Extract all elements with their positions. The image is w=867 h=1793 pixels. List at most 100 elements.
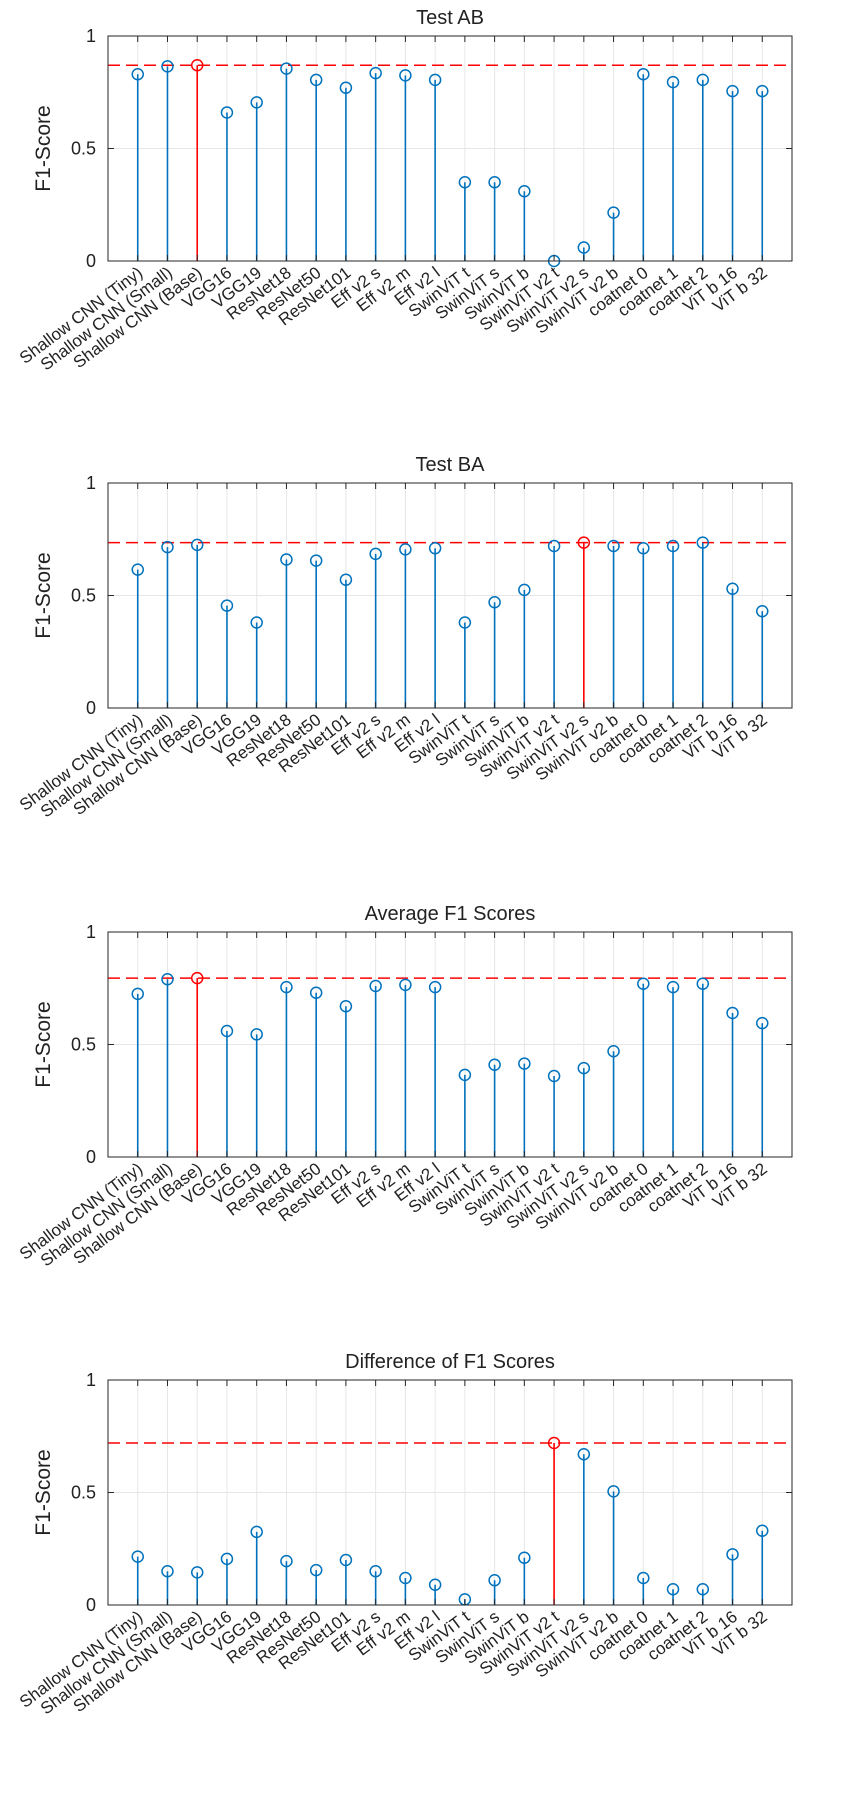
stem-marker [637,977,650,990]
stem-marker [666,539,680,553]
x-tick-label: Shallow CNN (Small) [37,1607,176,1718]
stem-marker [131,1550,144,1563]
chart-title: Test BA [416,454,486,476]
x-tick-label: Shallow CNN (Small) [37,1159,176,1270]
stem-marker [161,60,174,73]
stem-marker [696,1583,710,1596]
stem-marker [131,987,144,1001]
stem-marker [458,616,472,629]
stem-marker [428,542,442,555]
y-tick-label: 0.5 [71,586,96,606]
stem-marker [220,599,234,612]
y-tick-label: 0 [86,251,96,271]
stem-marker [488,1574,501,1587]
stem-marker [547,1069,561,1083]
stem-marker [607,206,620,219]
stem-marker [518,185,531,198]
stem-marker [518,583,531,597]
stem-marker [280,62,293,75]
stem-marker [280,980,293,994]
stem-marker [696,73,710,87]
stem-marker [488,1058,501,1071]
stem-marker [250,616,263,629]
stem-marker [428,1578,442,1591]
stem-marker [190,538,204,552]
stem-marker [220,1552,234,1566]
stem-marker [339,1553,353,1567]
stem-marker [666,980,680,994]
chart-title: Average F1 Scores [365,903,536,925]
stem-marker [726,84,739,98]
stem-marker [726,1006,739,1020]
chart-title: Test AB [416,7,484,29]
stem-marker [577,1448,591,1461]
stem-marker [161,973,174,986]
stem-marker [518,1057,531,1070]
stem-marker [161,1565,174,1578]
y-tick-label: 0.5 [71,1483,96,1503]
stem-marker [458,176,472,189]
stem-marker [339,1000,353,1013]
y-tick-label: 1 [86,26,96,46]
stem-marker [547,539,561,553]
y-axis-label: F1-Score [32,105,55,191]
y-tick-label: 1 [86,922,96,942]
stem-marker [280,553,293,566]
stem-marker [399,69,412,82]
stem-marker [696,536,710,549]
stem-marker [488,176,501,189]
stem-marker [131,563,144,576]
y-axis-label: F1-Score [32,1449,55,1535]
stem-marker [607,1045,620,1058]
stem-marker [637,1571,650,1585]
stem-marker [577,536,591,549]
stem-marker [577,241,591,254]
stem-marker [607,1485,620,1498]
stem-marker [369,66,382,80]
stem-marker [190,971,204,985]
stem-marker [220,1024,234,1038]
stem-marker [161,540,174,554]
y-tick-label: 0 [86,698,96,718]
stem-marker [339,573,353,586]
stem-marker [309,73,323,87]
stem-marker [488,596,501,609]
y-tick-label: 1 [86,1370,96,1390]
stem-marker [428,73,442,87]
y-tick-label: 0 [86,1147,96,1167]
stem-marker [399,543,412,556]
y-tick-label: 0.5 [71,1035,96,1055]
stem-marker [607,539,620,553]
y-tick-label: 0 [86,1595,96,1615]
stem-marker [756,1524,769,1537]
stem-marker [726,1548,739,1561]
stem-marker [280,1554,293,1568]
stem-marker [666,75,680,89]
stem-marker [369,979,382,993]
stem-marker [696,977,710,990]
stem-marker [399,978,412,992]
stem-marker [726,582,739,595]
stem-marker [577,1061,591,1075]
stem-marker [190,1566,204,1579]
stem-marker [309,1563,323,1577]
stem-marker [756,1016,769,1030]
stem-marker [637,542,650,555]
stem-marker [666,1583,680,1596]
stem-marker [458,1068,472,1082]
stem-marker [131,68,144,81]
x-tick-label: Shallow CNN (Small) [37,710,176,821]
x-tick-label: Shallow CNN (Small) [37,263,176,374]
stem-marker [250,96,263,109]
y-tick-label: 1 [86,473,96,493]
stem-marker [309,554,323,567]
stem-marker [250,1525,263,1539]
stem-marker [190,59,204,72]
stem-marker [369,547,382,561]
stem-marker [756,605,769,618]
y-axis-label: F1-Score [32,552,55,638]
